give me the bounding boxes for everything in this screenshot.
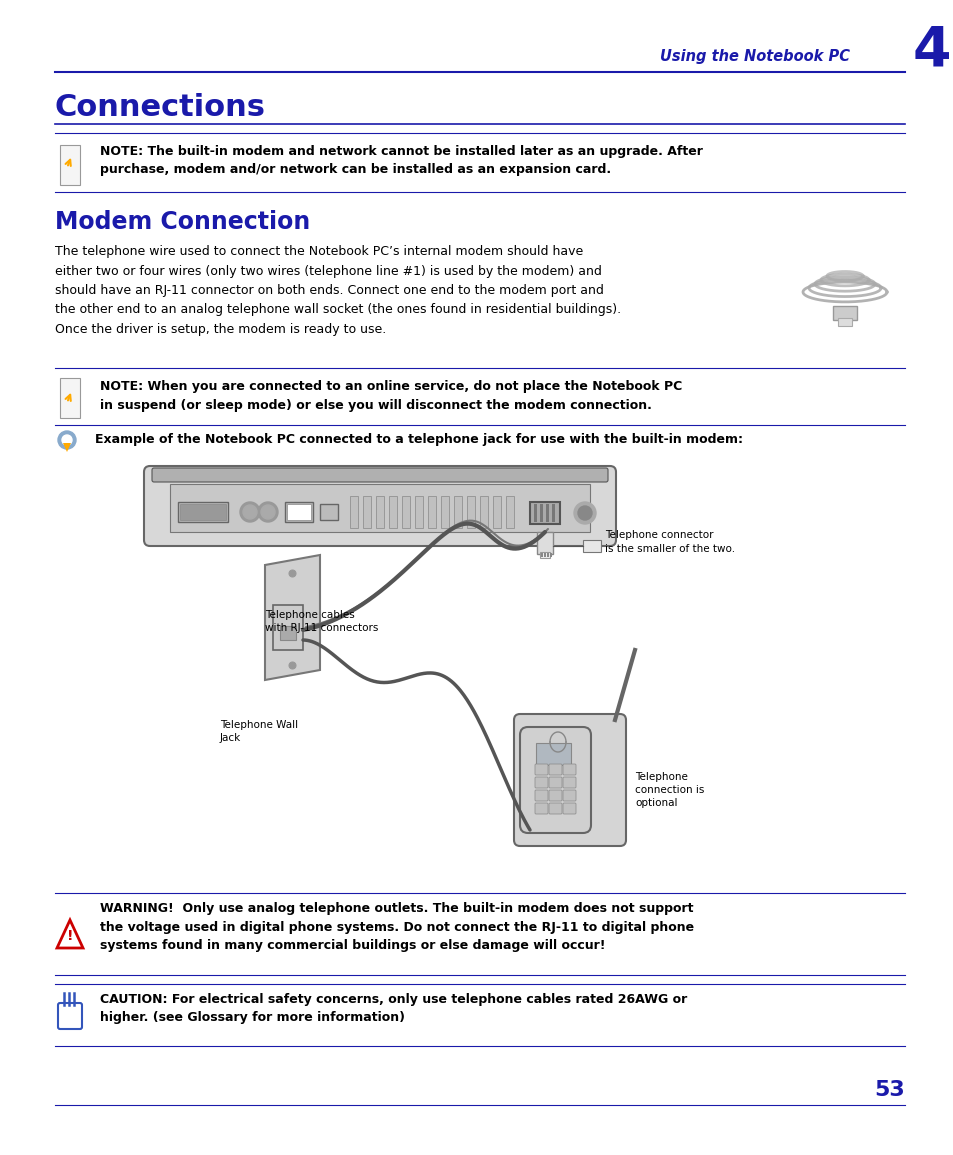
Bar xyxy=(363,495,371,528)
Circle shape xyxy=(243,505,256,519)
Bar xyxy=(837,318,851,326)
Text: Telephone cables
with RJ-11 connectors: Telephone cables with RJ-11 connectors xyxy=(265,610,378,633)
Bar xyxy=(536,743,571,765)
Text: Telephone Wall
Jack: Telephone Wall Jack xyxy=(220,720,297,743)
FancyBboxPatch shape xyxy=(548,763,561,775)
Bar xyxy=(280,626,295,640)
FancyBboxPatch shape xyxy=(562,803,576,814)
Bar xyxy=(479,495,488,528)
FancyBboxPatch shape xyxy=(519,726,590,833)
Bar xyxy=(285,502,313,522)
Circle shape xyxy=(574,502,596,524)
Bar xyxy=(401,495,410,528)
Bar xyxy=(170,484,589,532)
Bar xyxy=(178,502,228,522)
Bar xyxy=(389,495,396,528)
Text: NOTE: The built-in modem and network cannot be installed later as an upgrade. Af: NOTE: The built-in modem and network can… xyxy=(100,146,702,177)
Bar xyxy=(287,504,311,520)
Text: Telephone
connection is
optional: Telephone connection is optional xyxy=(635,772,703,808)
FancyBboxPatch shape xyxy=(562,790,576,802)
FancyBboxPatch shape xyxy=(562,777,576,788)
Bar xyxy=(60,378,80,418)
Bar xyxy=(454,495,461,528)
FancyBboxPatch shape xyxy=(535,777,547,788)
Text: Modem Connection: Modem Connection xyxy=(55,210,310,234)
FancyBboxPatch shape xyxy=(548,803,561,814)
Bar xyxy=(539,504,542,522)
FancyBboxPatch shape xyxy=(144,465,616,546)
Bar xyxy=(550,553,552,557)
Circle shape xyxy=(58,431,76,449)
Bar xyxy=(505,495,514,528)
Bar xyxy=(832,306,856,320)
Circle shape xyxy=(240,502,260,522)
Bar xyxy=(180,504,226,520)
Circle shape xyxy=(62,435,71,445)
FancyBboxPatch shape xyxy=(152,468,607,482)
Bar xyxy=(582,541,600,552)
Bar xyxy=(273,605,303,650)
Text: Connections: Connections xyxy=(55,94,266,122)
Bar xyxy=(537,532,553,554)
Bar xyxy=(467,495,475,528)
Bar xyxy=(534,504,537,522)
Bar xyxy=(493,495,500,528)
FancyBboxPatch shape xyxy=(548,777,561,788)
Text: Using the Notebook PC: Using the Notebook PC xyxy=(659,49,849,64)
Bar xyxy=(375,495,384,528)
Bar xyxy=(540,553,542,557)
FancyBboxPatch shape xyxy=(514,714,625,845)
Polygon shape xyxy=(265,556,319,680)
Circle shape xyxy=(257,502,277,522)
Text: 53: 53 xyxy=(873,1080,904,1100)
Circle shape xyxy=(578,506,592,520)
Text: NOTE: When you are connected to an online service, do not place the Notebook PC
: NOTE: When you are connected to an onlin… xyxy=(100,380,681,411)
Bar xyxy=(539,552,550,558)
FancyBboxPatch shape xyxy=(548,790,561,802)
Polygon shape xyxy=(63,444,71,452)
Bar xyxy=(428,495,436,528)
Bar xyxy=(60,146,80,185)
Text: 4: 4 xyxy=(912,23,950,77)
Bar xyxy=(530,502,559,524)
Circle shape xyxy=(261,505,274,519)
Text: CAUTION: For electrical safety concerns, only use telephone cables rated 26AWG o: CAUTION: For electrical safety concerns,… xyxy=(100,993,686,1024)
FancyBboxPatch shape xyxy=(562,763,576,775)
Text: Example of the Notebook PC connected to a telephone jack for use with the built-: Example of the Notebook PC connected to … xyxy=(95,433,742,447)
Bar xyxy=(545,504,548,522)
Bar xyxy=(440,495,449,528)
Bar xyxy=(319,504,337,520)
Text: WARNING!  Only use analog telephone outlets. The built-in modem does not support: WARNING! Only use analog telephone outle… xyxy=(100,902,694,952)
FancyBboxPatch shape xyxy=(535,763,547,775)
Bar xyxy=(415,495,422,528)
Bar xyxy=(546,553,548,557)
Text: Telephone connector
is the smaller of the two.: Telephone connector is the smaller of th… xyxy=(604,530,735,553)
Bar xyxy=(552,504,555,522)
Text: The telephone wire used to connect the Notebook PC’s internal modem should have
: The telephone wire used to connect the N… xyxy=(55,245,620,336)
Bar xyxy=(543,553,545,557)
FancyBboxPatch shape xyxy=(535,803,547,814)
Bar xyxy=(350,495,357,528)
FancyBboxPatch shape xyxy=(535,790,547,802)
Text: !: ! xyxy=(67,929,73,942)
